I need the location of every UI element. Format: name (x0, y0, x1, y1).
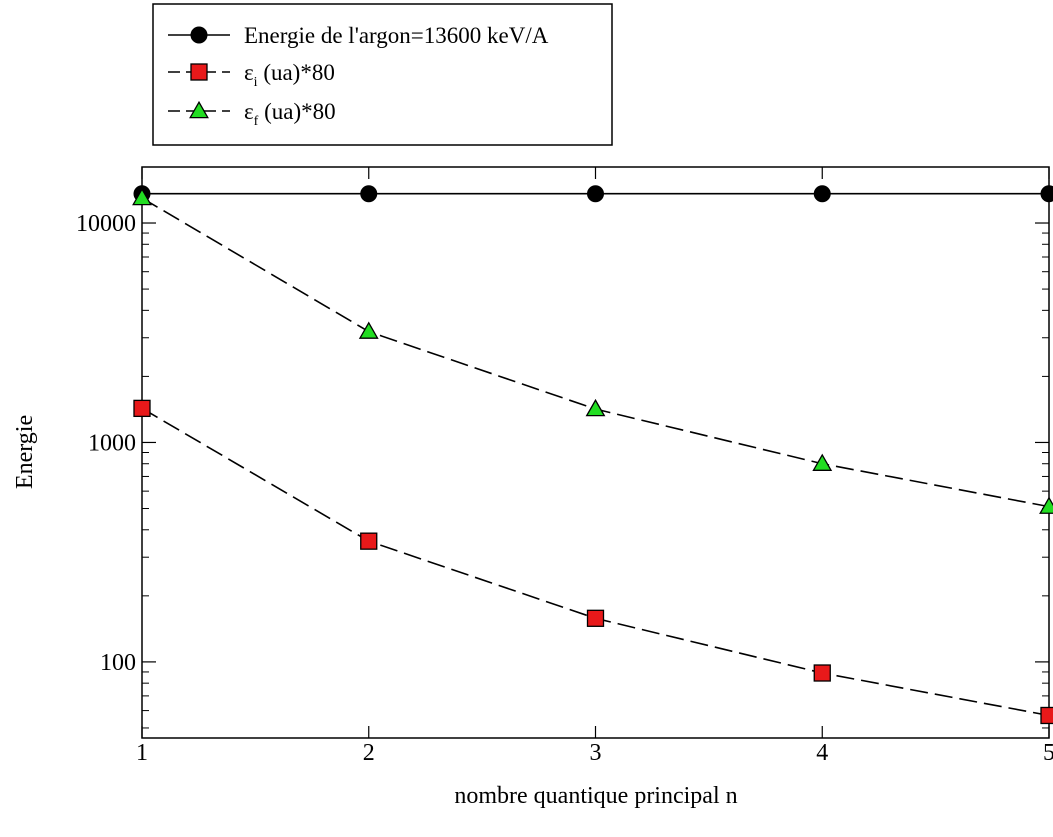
data-point-triangle (189, 100, 209, 119)
data-point-triangle (358, 321, 379, 339)
data-point-triangle (1039, 496, 1053, 514)
data-point-square (1040, 706, 1053, 725)
x-tick-label: 3 (590, 740, 602, 766)
series-2 (132, 187, 1053, 514)
plot-frame (141, 166, 1050, 739)
data-point-square (586, 609, 605, 627)
data-point-circle (190, 26, 208, 44)
y-tick-label: 100 (100, 650, 136, 676)
data-point-triangle (585, 398, 606, 417)
data-point-square (360, 532, 378, 550)
legend-label-1: εi (ua)*80 (244, 60, 335, 90)
y-tick-label: 1000 (88, 430, 136, 456)
series-layer (132, 185, 1053, 725)
x-tick-label: 4 (816, 740, 828, 766)
data-point-triangle (812, 453, 833, 471)
x-axis-label: nombre quantique principal n (454, 783, 737, 809)
series-line (141, 407, 1050, 717)
y-axis-label: Energie (12, 415, 38, 489)
data-point-square (133, 399, 151, 418)
series-line (141, 197, 1050, 508)
y-tick-label: 10000 (76, 211, 136, 237)
series-1 (133, 399, 1053, 725)
x-tick-label: 2 (363, 740, 375, 766)
data-point-circle (813, 185, 831, 203)
x-tick-label: 5 (1043, 740, 1053, 766)
plot-area: 1 2 3 4 5 100 1000 10000 (76, 166, 1053, 766)
data-point-circle (1040, 185, 1053, 203)
legend-label-2: εf (ua)*80 (244, 99, 336, 129)
data-point-circle (587, 185, 604, 203)
legend-box (152, 3, 613, 146)
data-point-square (190, 63, 208, 81)
data-point-triangle (132, 187, 152, 206)
data-point-circle (360, 185, 378, 203)
x-tick-label: 1 (136, 740, 148, 766)
series-0 (133, 185, 1053, 203)
legend: Energie de l'argon=13600 keV/A εi (ua)*80… (152, 3, 613, 146)
data-point-square (813, 664, 831, 682)
legend-label-0: Energie de l'argon=13600 keV/A (244, 23, 549, 48)
